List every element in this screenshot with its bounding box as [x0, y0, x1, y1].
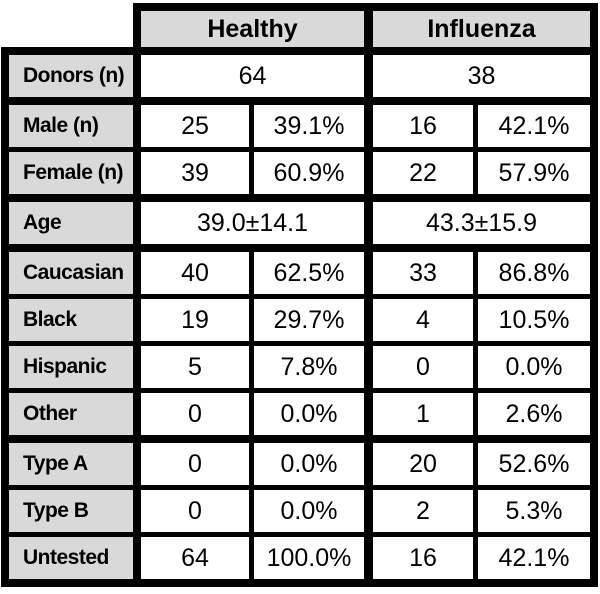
value-cell: 64 [141, 55, 373, 105]
value-cell: 2 [373, 490, 478, 537]
value-cell: 19 [141, 299, 254, 346]
value-cell: 22 [373, 152, 478, 202]
value-cell: 43.3±15.9 [373, 202, 598, 252]
value-cell: 7.8% [254, 346, 373, 393]
value-cell: 4 [373, 299, 478, 346]
value-cell: 86.8% [478, 252, 598, 299]
value-cell: 25 [141, 105, 254, 152]
value-cell: 39.1% [254, 105, 373, 152]
value-cell: 0 [141, 393, 254, 443]
row-label-other: Other [1, 393, 141, 443]
value-cell: 0 [141, 490, 254, 537]
value-cell: 0.0% [254, 443, 373, 490]
row-label-male: Male (n) [1, 105, 141, 152]
row-label-hispanic: Hispanic [1, 346, 141, 393]
value-cell: 0.0% [254, 490, 373, 537]
value-cell: 60.9% [254, 152, 373, 202]
value-cell: 52.6% [478, 443, 598, 490]
corner-cell [1, 3, 141, 55]
row-label-black: Black [1, 299, 141, 346]
value-cell: 40 [141, 252, 254, 299]
row-label-caucasian: Caucasian [1, 252, 141, 299]
value-cell: 16 [373, 105, 478, 152]
row-label-female: Female (n) [1, 152, 141, 202]
value-cell: 57.9% [478, 152, 598, 202]
row-label-type-a: Type A [1, 443, 141, 490]
row-label-type-b: Type B [1, 490, 141, 537]
value-cell: 0 [141, 443, 254, 490]
column-header-healthy: Healthy [141, 3, 373, 55]
value-cell: 39 [141, 152, 254, 202]
value-cell: 0.0% [254, 393, 373, 443]
value-cell: 20 [373, 443, 478, 490]
value-cell: 62.5% [254, 252, 373, 299]
value-cell: 0.0% [478, 346, 598, 393]
value-cell: 2.6% [478, 393, 598, 443]
value-cell: 16 [373, 537, 478, 587]
value-cell: 33 [373, 252, 478, 299]
value-cell: 10.5% [478, 299, 598, 346]
value-cell: 29.7% [254, 299, 373, 346]
donor-demographics-table: Healthy Influenza Donors (n) 64 38 Male … [1, 3, 598, 587]
value-cell: 100.0% [254, 537, 373, 587]
row-label-donors: Donors (n) [1, 55, 141, 105]
value-cell: 39.0±14.1 [141, 202, 373, 252]
value-cell: 64 [141, 537, 254, 587]
value-cell: 0 [373, 346, 478, 393]
column-header-influenza: Influenza [373, 3, 598, 55]
value-cell: 42.1% [478, 537, 598, 587]
value-cell: 1 [373, 393, 478, 443]
value-cell: 5 [141, 346, 254, 393]
row-label-untested: Untested [1, 537, 141, 587]
value-cell: 38 [373, 55, 598, 105]
value-cell: 42.1% [478, 105, 598, 152]
value-cell: 5.3% [478, 490, 598, 537]
row-label-age: Age [1, 202, 141, 252]
